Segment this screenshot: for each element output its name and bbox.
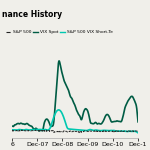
Text: nance History: nance History xyxy=(2,10,62,19)
Legend: S&P 500, VIX Spot, S&P 500 VIX Short-Te: S&P 500, VIX Spot, S&P 500 VIX Short-Te xyxy=(4,28,114,36)
